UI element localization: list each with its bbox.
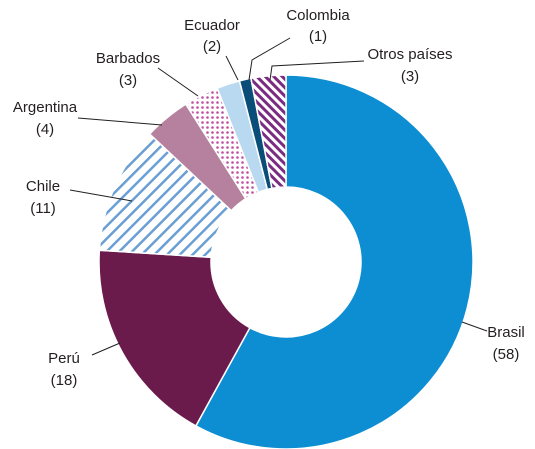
category-label: Otros países	[367, 46, 452, 63]
donut-segment	[250, 74, 287, 190]
value-label: (11)	[30, 200, 56, 217]
value-label: (58)	[493, 346, 520, 363]
category-label: Brasil	[487, 324, 525, 341]
category-label: Ecuador	[184, 17, 240, 34]
value-label: (3)	[119, 72, 137, 89]
leader-line	[461, 321, 488, 332]
value-label: (2)	[203, 38, 221, 55]
category-label: Perú	[48, 350, 80, 367]
value-label: (18)	[51, 372, 78, 389]
leader-line	[77, 117, 163, 126]
leader-line	[248, 37, 291, 81]
category-label: Argentina	[13, 99, 78, 116]
leader-line	[269, 60, 365, 81]
leader-line	[225, 55, 239, 81]
value-label: (3)	[401, 68, 419, 85]
donut-segment	[98, 249, 251, 427]
category-label: Colombia	[286, 7, 350, 24]
leader-line	[69, 189, 133, 202]
value-label: (4)	[36, 121, 54, 138]
category-label: Barbados	[96, 50, 160, 67]
value-label: (1)	[309, 28, 327, 45]
category-label: Chile	[26, 178, 60, 195]
leader-line	[91, 342, 121, 356]
leader-line	[157, 67, 199, 97]
